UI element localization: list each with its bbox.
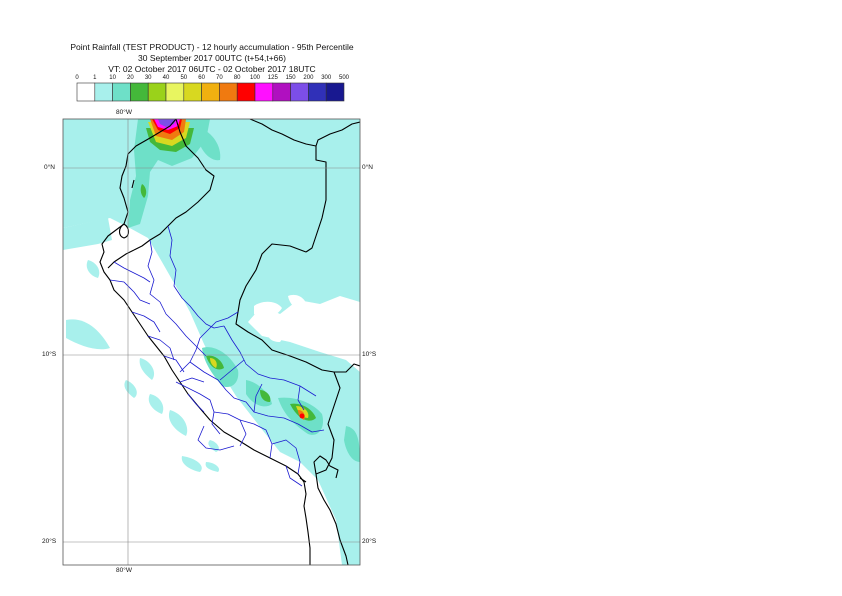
legend-tick-label: 70 (216, 75, 223, 81)
legend-tick-label: 500 (339, 75, 350, 81)
legend-tick-label: 20 (127, 75, 134, 81)
legend-tick-label: 30 (145, 75, 152, 81)
legend-tick-label: 50 (180, 75, 187, 81)
legend-color-box (325, 82, 345, 102)
region-boundaries (109, 225, 325, 487)
coastline-borders (99, 119, 360, 565)
run-time-label: 30 September 2017 00UTC (t+54,t+66) (138, 53, 286, 63)
legend-tick-label: 0 (75, 75, 79, 81)
legend-tick-label: 150 (286, 75, 297, 81)
graticule (63, 119, 360, 565)
legend-tick-label: 10 (109, 75, 116, 81)
legend-tick-label: 100 (250, 75, 261, 81)
legend-tick-label: 40 (163, 75, 170, 81)
legend-tick-label: 1 (93, 75, 97, 81)
map-title: Point Rainfall (TEST PRODUCT) - 12 hourl… (70, 42, 354, 52)
rainfall-legend: 0 1 10 20 30 40 50 60 70 80 100 125 150 200 300 500 (75, 75, 350, 102)
rain-shading-light (63, 119, 360, 565)
legend-tick-label: 80 (234, 75, 241, 81)
lon-label-bottom: 80°W (116, 567, 132, 574)
legend-tick-label: 300 (321, 75, 332, 81)
legend-tick-label: 125 (268, 75, 279, 81)
lat-label-10s-right: 10°S (362, 351, 377, 358)
lat-label-20s-left: 20°S (42, 538, 57, 545)
legend-tick-label: 60 (198, 75, 205, 81)
lon-label-top: 80°W (116, 109, 132, 116)
lat-label-0-left: 0°N (44, 164, 55, 171)
rain-shading-purple (158, 119, 176, 127)
lat-label-20s-right: 20°S (362, 538, 377, 545)
legend-tick-label: 200 (303, 75, 314, 81)
validity-time-label: VT: 02 October 2017 06UTC - 02 October 2… (108, 64, 316, 74)
rain-shading-gaps (254, 294, 321, 342)
lat-label-0-right: 0°N (362, 164, 373, 171)
lat-label-10s-left: 10°S (42, 351, 57, 358)
